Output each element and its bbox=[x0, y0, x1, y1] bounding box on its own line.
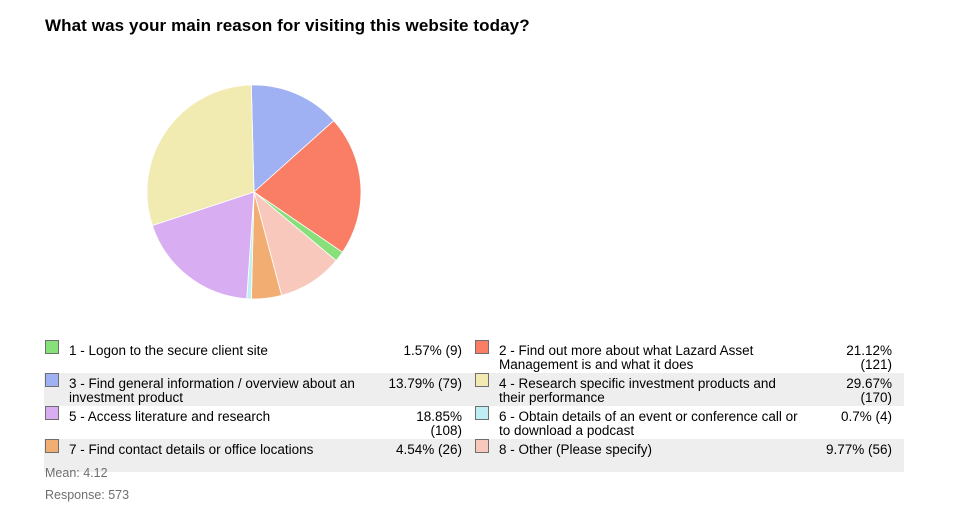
legend-item-1: 1 - Logon to the secure client site 1.57%… bbox=[44, 340, 474, 373]
pie-slice-5 bbox=[151, 191, 255, 300]
legend-label: 6 - Obtain details of an event or confer… bbox=[499, 409, 798, 438]
legend-value: 9.77% (56) bbox=[825, 442, 892, 457]
legend-label: 4 - Research specific investment product… bbox=[499, 376, 776, 405]
response-count: Response: 573 bbox=[45, 488, 130, 502]
legend-item-8: 8 - Other (Please specify) 9.77% (56) bbox=[474, 439, 904, 472]
legend-swatch bbox=[45, 373, 59, 387]
legend-swatch bbox=[45, 439, 59, 453]
mean-text: Mean: 4.12 bbox=[45, 466, 108, 480]
legend-value: 0.7% (4) bbox=[840, 409, 892, 424]
legend-swatch bbox=[475, 373, 489, 387]
pie-svg bbox=[146, 84, 362, 300]
pie-slice-4 bbox=[146, 84, 255, 226]
legend-item-4: 4 - Research specific investment product… bbox=[474, 373, 904, 406]
legend-swatch bbox=[475, 406, 489, 420]
legend-swatch bbox=[45, 340, 59, 354]
legend-label: 7 - Find contact details or office locat… bbox=[69, 442, 314, 457]
legend-swatch bbox=[45, 406, 59, 420]
legend-value: 18.85% (108) bbox=[416, 409, 462, 438]
legend-label: 2 - Find out more about what Lazard Asse… bbox=[499, 343, 754, 372]
legend-item-7: 7 - Find contact details or office locat… bbox=[44, 439, 474, 472]
legend-label: 1 - Logon to the secure client site bbox=[69, 343, 268, 358]
legend-swatch bbox=[475, 340, 489, 354]
legend-item-5: 5 - Access literature and research 18.85%… bbox=[44, 406, 474, 439]
legend-value: 1.57% (9) bbox=[403, 343, 462, 358]
legend: 1 - Logon to the secure client site 1.57%… bbox=[44, 340, 904, 472]
legend-label: 5 - Access literature and research bbox=[69, 409, 271, 424]
pie-slice-2 bbox=[253, 120, 362, 253]
legend-label: 3 - Find general information / overview … bbox=[69, 376, 355, 405]
legend-item-2: 2 - Find out more about what Lazard Asse… bbox=[474, 340, 904, 373]
chart-title: What was your main reason for visiting t… bbox=[45, 16, 530, 35]
pie-slice-3 bbox=[250, 84, 335, 193]
legend-value: 21.12% (121) bbox=[846, 343, 892, 372]
legend-item-6: 6 - Obtain details of an event or confer… bbox=[474, 406, 904, 439]
legend-swatch bbox=[475, 439, 489, 453]
legend-value: 13.79% (79) bbox=[388, 376, 462, 391]
legend-value: 29.67% (170) bbox=[846, 376, 892, 405]
legend-label: 8 - Other (Please specify) bbox=[499, 442, 653, 457]
pie-chart bbox=[138, 76, 370, 308]
legend-item-3: 3 - Find general information / overview … bbox=[44, 373, 474, 406]
legend-value: 4.54% (26) bbox=[395, 442, 462, 457]
